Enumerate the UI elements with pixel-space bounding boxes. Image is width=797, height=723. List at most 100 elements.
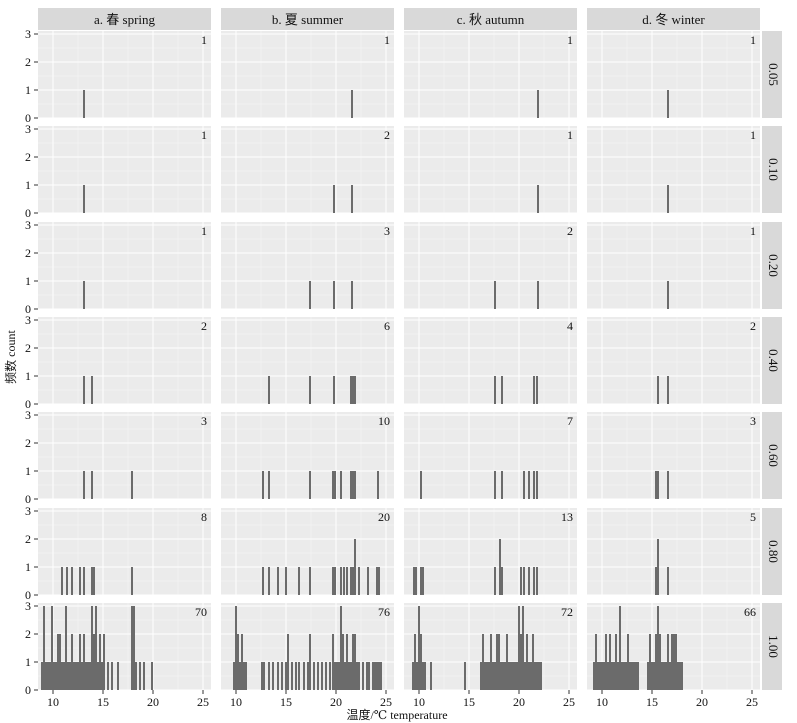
- row-strip: 0.60: [762, 412, 782, 499]
- histogram-bar: [97, 662, 99, 690]
- histogram-panel: 3: [38, 412, 211, 500]
- histogram-bar: [655, 634, 657, 690]
- y-axis: 0 1 2 3: [25, 599, 38, 697]
- panel-count-label: 1: [567, 33, 573, 47]
- histogram-bar: [494, 376, 496, 404]
- histogram-bar: [89, 662, 91, 690]
- histogram-bar: [536, 376, 538, 404]
- histogram-bar: [492, 662, 494, 690]
- histogram-bar: [340, 606, 342, 690]
- y-tick-label: 3: [25, 599, 31, 613]
- histogram-bar: [534, 662, 536, 690]
- histogram-bar: [611, 662, 613, 690]
- histogram-bar: [593, 662, 595, 690]
- histogram-bar: [151, 662, 153, 690]
- y-axis: 0 1 2 3: [25, 27, 38, 125]
- panel-count-label: 3: [750, 414, 756, 428]
- histogram-panel: 1: [587, 31, 760, 119]
- histogram-bar: [91, 376, 93, 404]
- row-strip: 1.00: [762, 603, 782, 690]
- histogram-bar: [342, 634, 344, 690]
- histogram-bar: [537, 90, 539, 118]
- row-strip-label: 0.05: [766, 63, 781, 86]
- y-tick-label: 0: [25, 397, 31, 411]
- panel-count-label: 2: [750, 319, 756, 333]
- histogram-bar: [354, 471, 356, 499]
- histogram-bar: [420, 471, 422, 499]
- panel-background: [587, 508, 760, 595]
- histogram-bar: [528, 471, 530, 499]
- histogram-bar: [354, 376, 356, 404]
- histogram-bar: [268, 567, 270, 595]
- histogram-bar: [665, 662, 667, 690]
- histogram-bar: [536, 471, 538, 499]
- x-tick-label: 10: [47, 695, 59, 709]
- histogram-bar: [298, 662, 300, 690]
- histogram-bar: [597, 662, 599, 690]
- row-strip-bg: [762, 412, 782, 499]
- histogram-panel: 2: [587, 317, 760, 405]
- panel-count-label: 1: [201, 33, 207, 47]
- histogram-bar: [354, 539, 356, 595]
- histogram-bar: [66, 567, 68, 595]
- panel-background: [38, 222, 211, 309]
- histogram-panel: 8: [38, 508, 211, 596]
- x-axis-title: 温度/℃ temperature: [346, 707, 447, 722]
- row-strip-bg: [762, 222, 782, 309]
- histogram-bar: [653, 662, 655, 690]
- histogram-bar: [350, 662, 352, 690]
- histogram-bar: [43, 606, 45, 690]
- histogram-panel: 2: [221, 126, 394, 214]
- histogram-bar: [272, 662, 274, 690]
- histogram-bar: [334, 662, 336, 690]
- panel-count-label: 2: [384, 128, 390, 142]
- y-axis-title: 频数 count: [3, 330, 18, 384]
- histogram-bar: [647, 662, 649, 690]
- histogram-panel: 3: [587, 412, 760, 500]
- y-tick-label: 3: [25, 408, 31, 422]
- histogram-bar: [41, 662, 43, 690]
- histogram-bar: [268, 376, 270, 404]
- histogram-bar: [93, 567, 95, 595]
- histogram-bar: [340, 567, 342, 595]
- x-tick-label: 20: [147, 695, 159, 709]
- histogram-bar: [499, 539, 501, 595]
- y-axis: 0 1 2 3: [25, 408, 38, 506]
- histogram-bar: [512, 662, 514, 690]
- histogram-bar: [87, 662, 89, 690]
- histogram-bar: [351, 185, 353, 213]
- y-tick-label: 3: [25, 27, 31, 41]
- histogram-bar: [69, 662, 71, 690]
- histogram-bar: [482, 634, 484, 690]
- histogram-bar: [671, 634, 673, 690]
- histogram-bar: [613, 662, 615, 690]
- panel-background: [38, 317, 211, 404]
- y-tick-label: 0: [25, 111, 31, 125]
- histogram-bar: [83, 471, 85, 499]
- column-strip-bg: [221, 8, 394, 30]
- histogram-bar: [498, 634, 500, 690]
- histogram-bar: [667, 376, 669, 404]
- histogram-bar: [67, 662, 69, 690]
- histogram-bar: [243, 662, 245, 690]
- row-strip-label: 0.60: [766, 444, 781, 467]
- panel-background: [587, 222, 760, 309]
- histogram-bar: [520, 634, 522, 690]
- y-tick-label: 3: [25, 122, 31, 136]
- histogram-bar: [241, 634, 243, 690]
- histogram-bar: [287, 634, 289, 690]
- histogram-panel: 1: [38, 222, 211, 310]
- histogram-bar: [494, 281, 496, 309]
- panel-count-label: 1: [567, 128, 573, 142]
- histogram-bar: [528, 662, 530, 690]
- panel-count-label: 1: [750, 33, 756, 47]
- histogram-bar: [494, 471, 496, 499]
- histogram-panel: 20: [221, 508, 394, 596]
- histogram-bar: [91, 567, 93, 595]
- histogram-bar: [415, 567, 417, 595]
- x-tick-label: 25: [746, 695, 758, 709]
- histogram-bar: [635, 662, 637, 690]
- panel-background: [38, 126, 211, 213]
- x-tick-label: 10: [230, 695, 242, 709]
